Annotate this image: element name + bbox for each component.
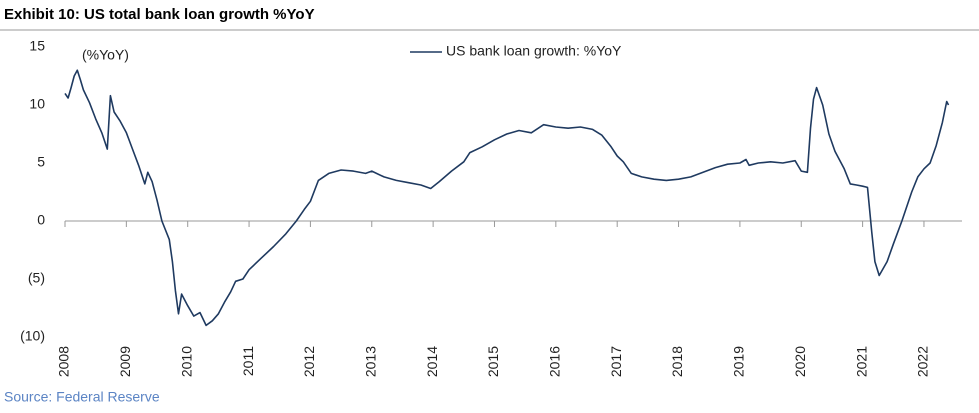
x-tick-label: 2017 bbox=[608, 346, 624, 377]
y-tick-label: 5 bbox=[37, 154, 45, 170]
series-line bbox=[64, 69, 950, 327]
source: Source: Federal Reserve bbox=[4, 389, 160, 405]
x-tick-label: 2011 bbox=[240, 346, 256, 376]
x-tick-label: 2021 bbox=[853, 346, 869, 377]
x-tick-label: 2012 bbox=[301, 346, 317, 377]
x-tick-label: 2014 bbox=[424, 346, 440, 377]
y-tick-label: 0 bbox=[37, 212, 45, 228]
x-tick-label: 2013 bbox=[362, 346, 378, 377]
x-tick-label: 2016 bbox=[547, 346, 563, 377]
x-tick-label: 2010 bbox=[178, 346, 194, 377]
x-tick-label: 2019 bbox=[731, 346, 747, 377]
annotation: (%YoY) bbox=[82, 47, 129, 63]
x-tick-label: 2018 bbox=[669, 346, 685, 377]
y-tick-label: (10) bbox=[20, 328, 45, 344]
x-tick-label: 2022 bbox=[915, 346, 931, 377]
x-tick-label: 2008 bbox=[56, 346, 72, 377]
legend-label: US bank loan growth: %YoY bbox=[446, 43, 622, 59]
x-tick-label: 2020 bbox=[792, 346, 808, 377]
y-tick-label: 10 bbox=[29, 96, 45, 112]
y-tick-label: 15 bbox=[29, 38, 45, 54]
chart-title: Exhibit 10: US total bank loan growth %Y… bbox=[4, 6, 315, 23]
y-tick-label: (5) bbox=[28, 270, 45, 286]
x-tick-label: 2009 bbox=[117, 346, 133, 377]
x-tick-label: 2015 bbox=[485, 346, 501, 377]
